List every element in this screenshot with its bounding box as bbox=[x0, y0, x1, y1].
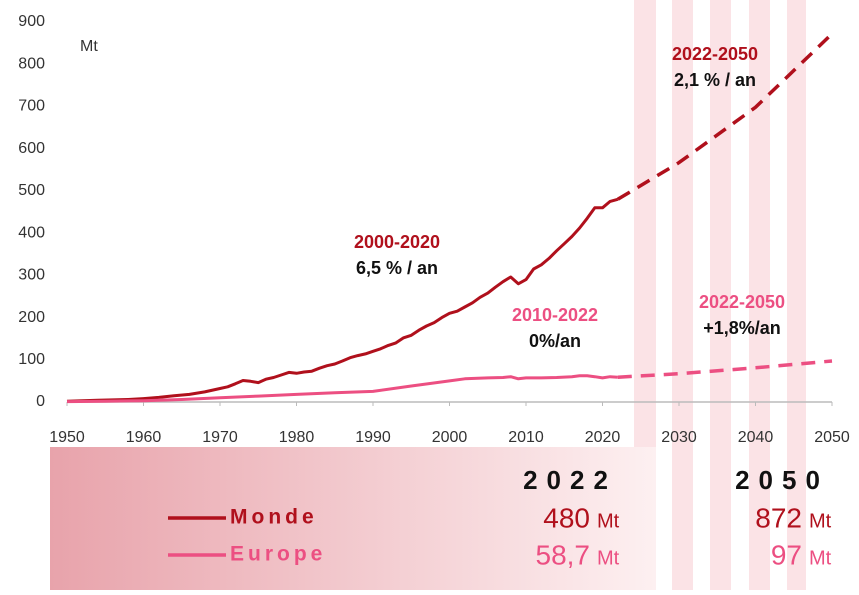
annotation-rate: 0%/an bbox=[529, 331, 581, 351]
summary-year: 2022 bbox=[523, 465, 617, 495]
summary-value: 480 bbox=[543, 502, 590, 533]
y-tick-label: 0 bbox=[36, 393, 45, 410]
x-tick-label: 1970 bbox=[202, 429, 238, 446]
annotation-rate: 6,5 % / an bbox=[356, 258, 438, 278]
summary-panel bbox=[50, 447, 656, 590]
summary-unit: Mt bbox=[597, 510, 620, 532]
y-tick-label: 900 bbox=[18, 13, 45, 30]
x-tick-label: 1960 bbox=[126, 429, 162, 446]
annotation-period: 2010-2022 bbox=[512, 305, 598, 325]
series-line bbox=[66, 197, 619, 403]
annotation-period: 2022-2050 bbox=[699, 292, 785, 312]
y-tick-label: 400 bbox=[18, 224, 45, 241]
y-tick-label: 100 bbox=[18, 351, 45, 368]
x-tick-label: 2020 bbox=[585, 429, 621, 446]
y-tick-label: 700 bbox=[18, 98, 45, 115]
annotation-period: 2022-2050 bbox=[672, 44, 758, 64]
legend-label: Monde bbox=[230, 506, 318, 529]
projection-stripes bbox=[634, 0, 806, 590]
summary-unit: Mt bbox=[809, 510, 832, 532]
x-tick-label: 2000 bbox=[432, 429, 468, 446]
x-tick-label: 2050 bbox=[814, 429, 850, 446]
summary-unit: Mt bbox=[809, 547, 832, 569]
legend-label: Europe bbox=[230, 543, 326, 566]
x-tick-label: 2030 bbox=[661, 429, 697, 446]
projection-line bbox=[617, 359, 833, 379]
x-tick-label: 2010 bbox=[508, 429, 544, 446]
y-tick-label: 500 bbox=[18, 182, 45, 199]
summary-value: 872 bbox=[755, 502, 802, 533]
annotation-rate: +1,8%/an bbox=[703, 318, 781, 338]
x-tick-label: 1950 bbox=[49, 429, 85, 446]
y-tick-label: 300 bbox=[18, 267, 45, 284]
x-tick-label: 1980 bbox=[279, 429, 315, 446]
y-tick-label: 800 bbox=[18, 55, 45, 72]
y-unit: Mt bbox=[80, 38, 98, 55]
summary-value: 97 bbox=[771, 539, 802, 570]
x-tick-label: 2040 bbox=[738, 429, 774, 446]
series-line bbox=[66, 374, 618, 404]
summary-unit: Mt bbox=[597, 547, 620, 569]
x-tick-label: 1990 bbox=[355, 429, 391, 446]
y-tick-label: 600 bbox=[18, 140, 45, 157]
projection-line bbox=[616, 32, 834, 201]
summary-year: 2050 bbox=[735, 465, 829, 495]
y-tick-label: 200 bbox=[18, 309, 45, 326]
summary-value: 58,7 bbox=[536, 539, 591, 570]
annotation-rate: 2,1 % / an bbox=[674, 70, 756, 90]
annotation-period: 2000-2020 bbox=[354, 232, 440, 252]
